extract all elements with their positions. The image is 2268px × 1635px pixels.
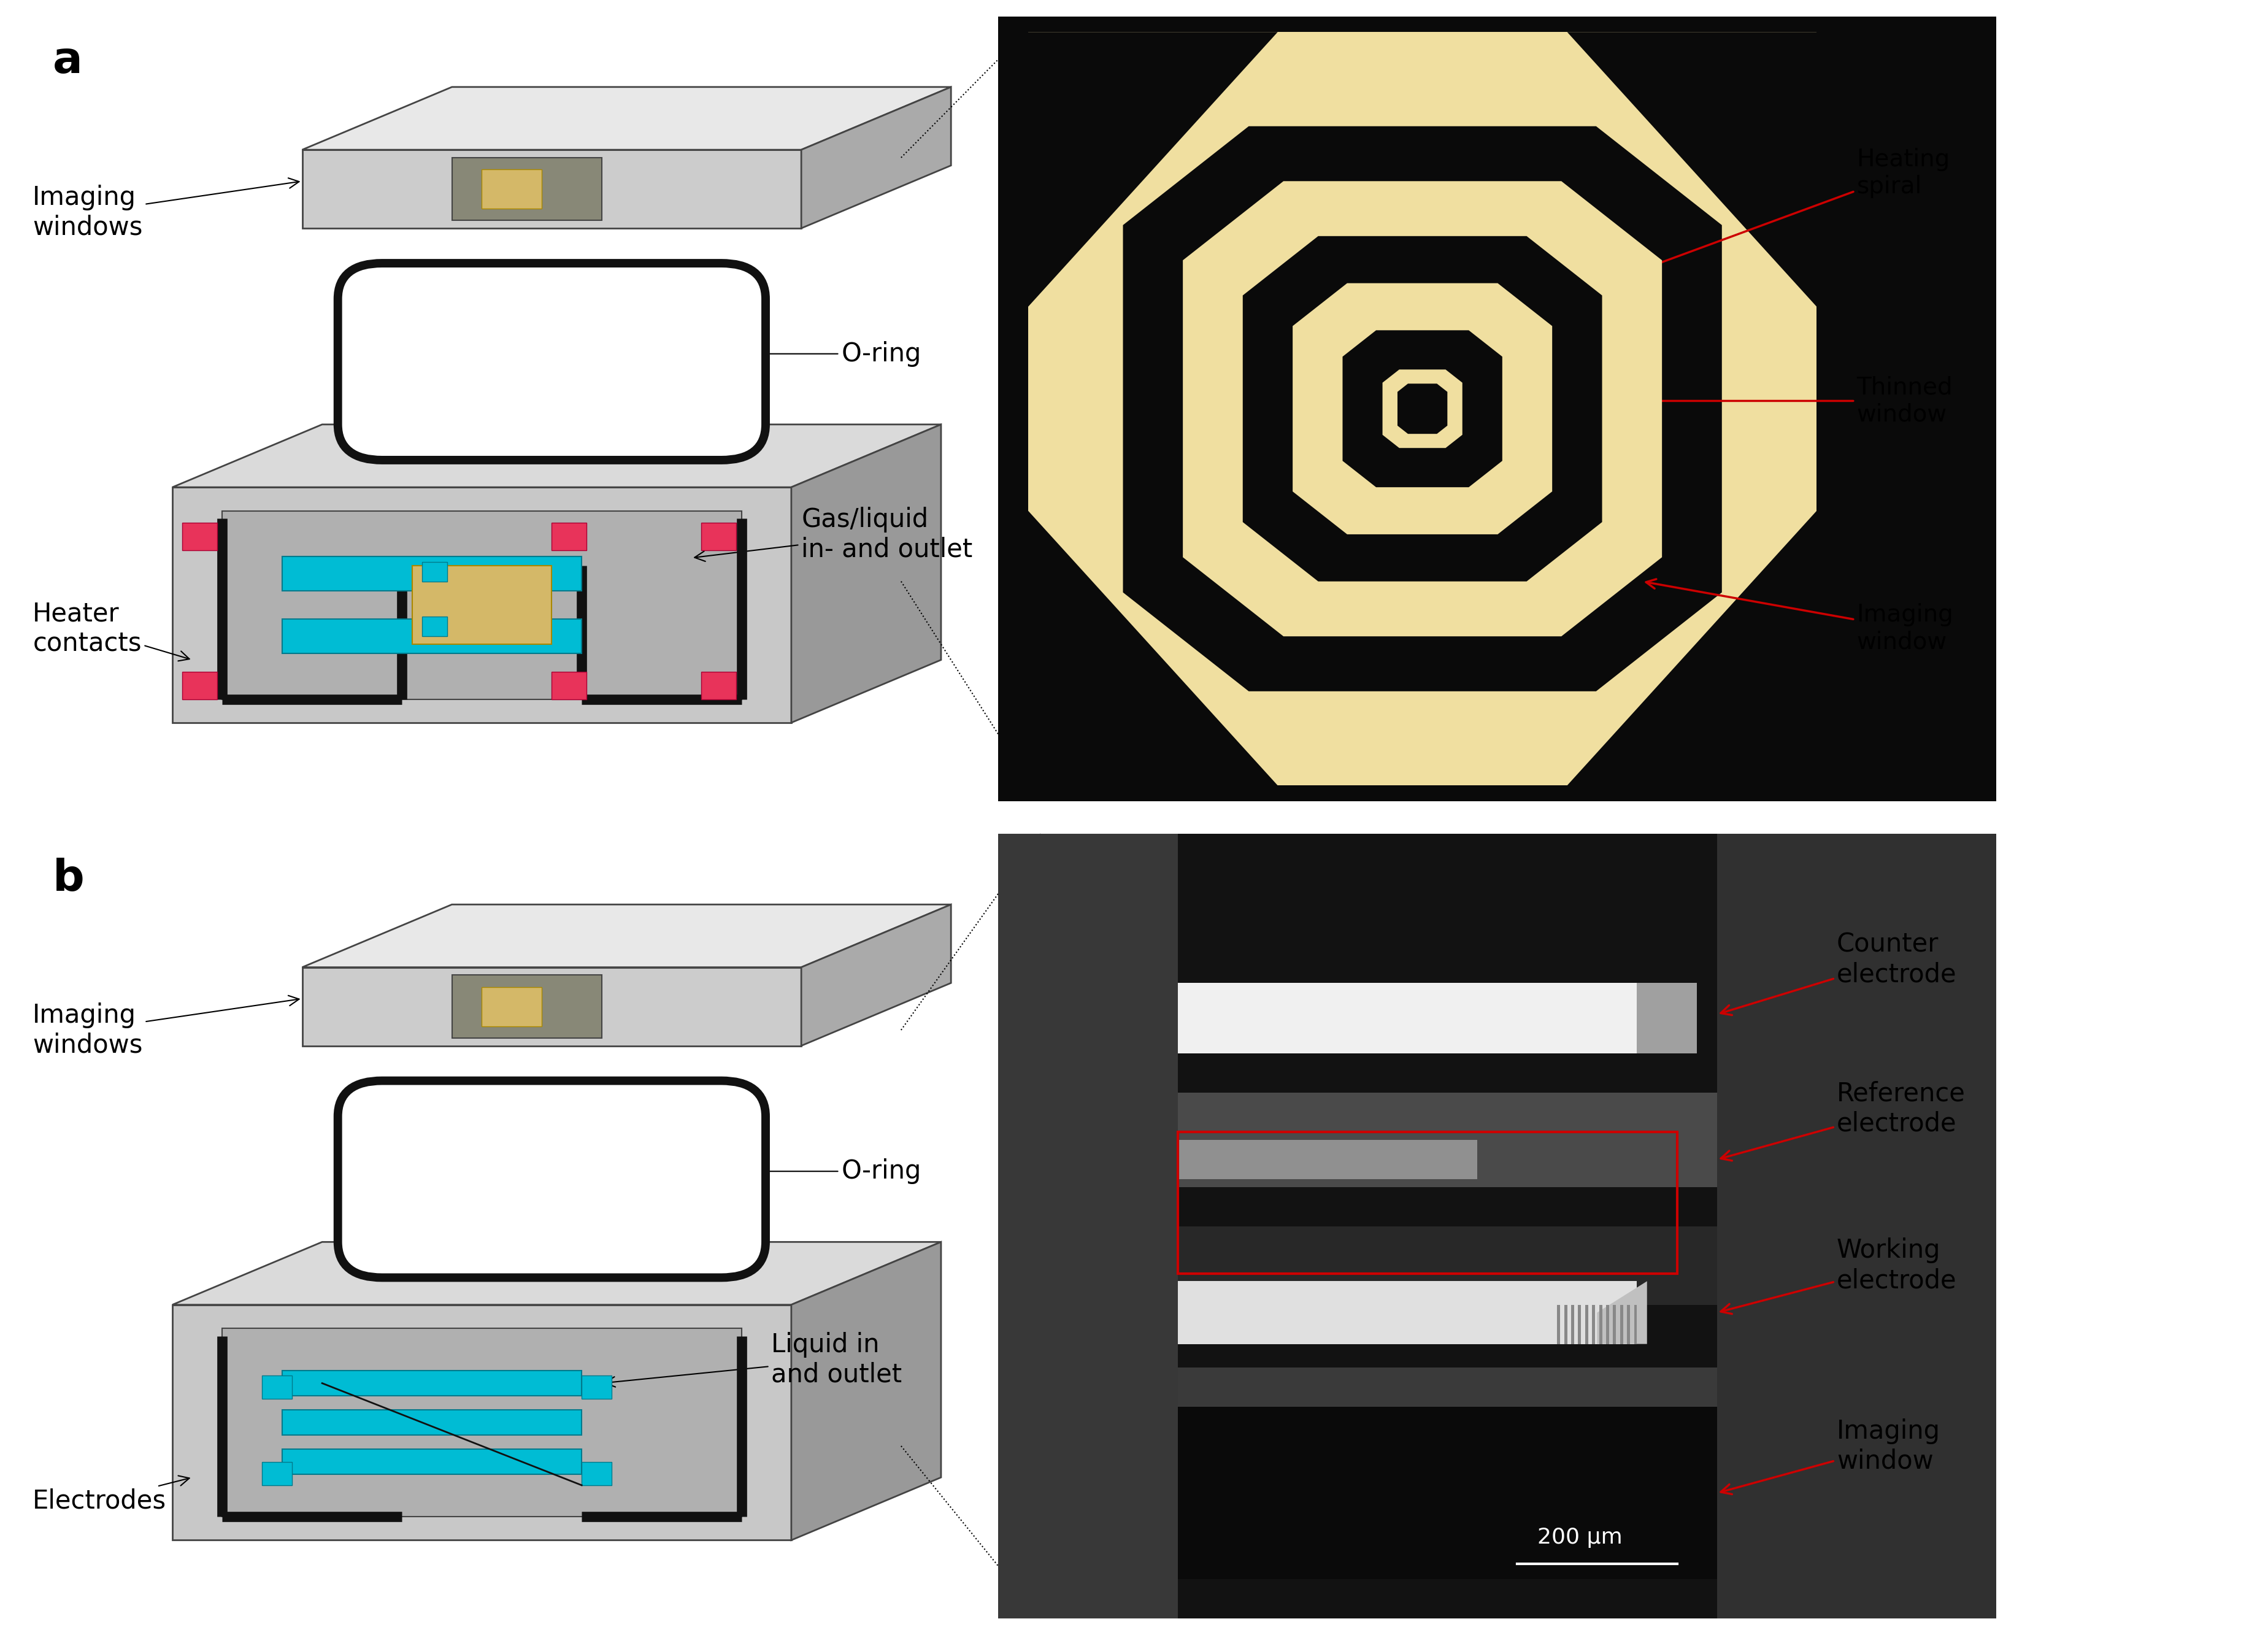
Polygon shape	[1123, 126, 1721, 692]
FancyBboxPatch shape	[342, 268, 762, 456]
Text: Liquid in
and outlet: Liquid in and outlet	[606, 1333, 903, 1388]
Polygon shape	[1182, 181, 1662, 636]
Bar	[1599, 1305, 1601, 1344]
Text: O-ring: O-ring	[755, 342, 921, 366]
Polygon shape	[1343, 330, 1501, 487]
Polygon shape	[1397, 384, 1447, 433]
Bar	[1177, 1367, 1717, 1462]
Bar	[1626, 1305, 1631, 1344]
Bar	[1177, 1140, 1476, 1179]
Bar	[1585, 1305, 1588, 1344]
Polygon shape	[302, 968, 801, 1046]
Polygon shape	[172, 487, 792, 723]
Text: Reference
electrode: Reference electrode	[1721, 1081, 1964, 1161]
Polygon shape	[302, 904, 950, 968]
Polygon shape	[1293, 283, 1551, 535]
Bar	[1637, 983, 1696, 1053]
FancyBboxPatch shape	[342, 1086, 762, 1274]
Polygon shape	[302, 150, 801, 229]
Bar	[422, 562, 447, 582]
Bar	[181, 523, 218, 549]
Polygon shape	[1381, 370, 1463, 448]
Bar	[281, 556, 581, 590]
Bar	[181, 672, 218, 700]
Text: b: b	[52, 857, 84, 899]
Text: Heating
spiral: Heating spiral	[1565, 149, 1950, 299]
Bar	[263, 1462, 293, 1485]
Bar	[1572, 1305, 1574, 1344]
Text: Imaging
window: Imaging window	[1647, 579, 1953, 654]
Text: Imaging
windows: Imaging windows	[32, 178, 299, 240]
Text: Heater
contacts: Heater contacts	[32, 600, 188, 661]
Bar	[1177, 983, 1656, 1053]
Polygon shape	[792, 425, 941, 723]
Bar	[1177, 1131, 1676, 1274]
Bar	[1633, 1305, 1637, 1344]
Bar	[581, 1375, 612, 1400]
Polygon shape	[801, 87, 950, 229]
Polygon shape	[1567, 510, 1817, 785]
Bar	[551, 523, 587, 549]
Polygon shape	[1243, 235, 1601, 582]
Polygon shape	[172, 1305, 792, 1540]
Polygon shape	[172, 425, 941, 487]
Text: Counter
electrode: Counter electrode	[1721, 932, 1957, 1015]
Bar	[1619, 1305, 1622, 1344]
Text: 200 μm: 200 μm	[1538, 1527, 1622, 1548]
Polygon shape	[801, 904, 950, 1046]
Bar	[701, 672, 737, 700]
Bar	[1579, 1305, 1581, 1344]
Bar	[1177, 1406, 1717, 1579]
Bar	[998, 834, 1177, 1619]
Text: O-ring: O-ring	[755, 1159, 921, 1184]
Bar	[1556, 1305, 1560, 1344]
Bar	[581, 1462, 612, 1485]
Bar	[1717, 834, 1996, 1619]
Polygon shape	[792, 1243, 941, 1540]
Bar	[281, 1409, 581, 1436]
Text: Imaging
windows: Imaging windows	[32, 996, 299, 1058]
Polygon shape	[481, 170, 542, 209]
Bar	[1177, 1092, 1717, 1187]
Polygon shape	[1567, 33, 1817, 307]
Bar	[1563, 1305, 1567, 1344]
Bar	[701, 523, 737, 549]
Text: Gas/liquid
in- and outlet: Gas/liquid in- and outlet	[694, 507, 973, 562]
Bar	[1027, 33, 1817, 785]
Text: Thinned
window: Thinned window	[1526, 376, 1953, 427]
Bar	[1177, 1282, 1637, 1344]
Bar	[281, 1449, 581, 1475]
Text: Imaging
window: Imaging window	[1721, 1418, 1939, 1494]
Bar	[281, 1370, 581, 1396]
Polygon shape	[222, 510, 742, 700]
Bar	[422, 616, 447, 636]
Bar	[1592, 1305, 1594, 1344]
Polygon shape	[1027, 510, 1277, 785]
Text: Working
electrode: Working electrode	[1721, 1238, 1957, 1315]
Bar	[1177, 1226, 1717, 1305]
Text: Electrodes: Electrodes	[32, 1476, 188, 1514]
Bar	[1606, 1305, 1608, 1344]
Polygon shape	[1597, 1282, 1647, 1344]
Bar	[1177, 834, 1717, 1619]
Polygon shape	[451, 157, 601, 221]
Bar	[551, 672, 587, 700]
Bar	[413, 566, 551, 644]
Bar	[263, 1375, 293, 1400]
Polygon shape	[451, 974, 601, 1038]
Polygon shape	[222, 1328, 742, 1517]
Polygon shape	[1027, 33, 1277, 307]
Polygon shape	[172, 1243, 941, 1305]
Bar	[281, 620, 581, 654]
Bar	[1613, 1305, 1615, 1344]
Polygon shape	[302, 87, 950, 150]
Polygon shape	[481, 988, 542, 1027]
Text: a: a	[52, 39, 82, 82]
